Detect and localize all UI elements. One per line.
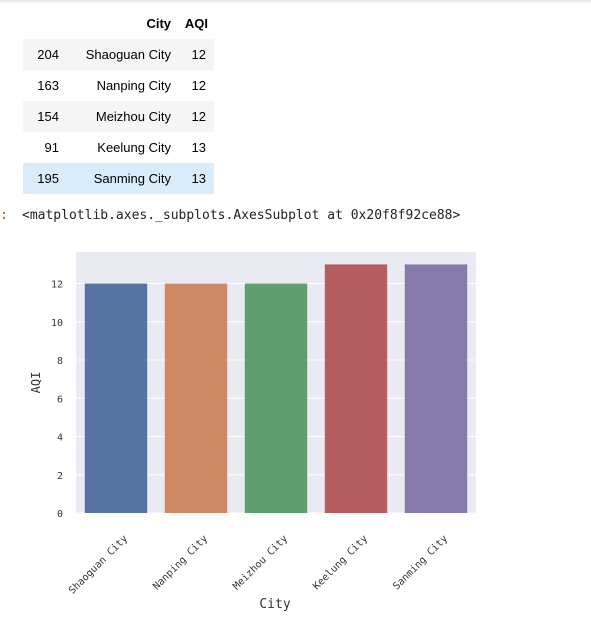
row-index: 163 [37,78,59,93]
x-tick-labels: Shaoguan City Nanping City Meizhou City Kee… [67,533,450,596]
row-aqi: 13 [191,171,206,186]
bar [244,283,308,513]
y-tick-label: 12 [51,280,63,291]
row-city: Sanming City [93,171,171,186]
dataframe-table: City AQI 204 Shaoguan City 12 163 Nanpin… [23,8,214,194]
table-row: 91 Keelung City 13 [23,132,214,163]
row-aqi: 12 [191,47,206,62]
row-index: 195 [37,171,59,186]
table-row: 163 Nanping City 12 [23,70,214,101]
row-city: Nanping City [96,78,171,93]
y-tick-label: 0 [57,509,63,520]
output-prompt: : [0,208,8,223]
row-aqi: 12 [191,78,206,93]
bar [324,264,388,513]
y-axis-label: AQI [29,372,43,394]
row-city: Keelung City [97,140,171,155]
y-tick-label: 10 [51,318,63,329]
x-axis-label: City [259,597,290,612]
bar-chart: 0 2 4 6 8 10 12 Shaoguan City Nanping City Meizh… [29,252,476,612]
row-index: 204 [37,47,59,62]
x-tick-label: Sanming City [391,533,450,592]
bar [404,264,468,513]
y-tick-label: 2 [57,471,63,482]
bar [164,283,228,513]
y-tick-label: 8 [57,356,63,367]
header-city: City [146,16,171,31]
y-tick-label: 6 [57,394,63,405]
row-city: Meizhou City [95,109,171,124]
row-aqi: 12 [191,109,206,124]
row-city: Shaoguan City [85,47,171,62]
x-tick-label: Keelung City [311,533,370,592]
header-index [23,8,70,39]
bar [84,283,148,513]
header-aqi: AQI [184,16,208,31]
table-row: 204 Shaoguan City 12 [23,39,214,70]
x-tick-label: Meizhou City [231,533,290,592]
row-aqi: 13 [191,140,206,155]
output-repr-text: <matplotlib.axes._subplots.AxesSubplot a… [22,208,461,223]
y-tick-label: 4 [57,433,63,444]
table-row-hovered[interactable]: 195 Sanming City 13 [23,163,214,194]
x-tick-label: Nanping City [151,533,210,592]
row-index: 154 [37,109,59,124]
x-tick-label: Shaoguan City [67,533,130,596]
bars [84,264,468,513]
table-header-row: City AQI [23,8,214,39]
table-row: 154 Meizhou City 12 [23,101,214,132]
y-tick-labels: 0 2 4 6 8 10 12 [51,280,63,520]
row-index: 91 [44,140,59,155]
cell-top-border [0,0,591,4]
